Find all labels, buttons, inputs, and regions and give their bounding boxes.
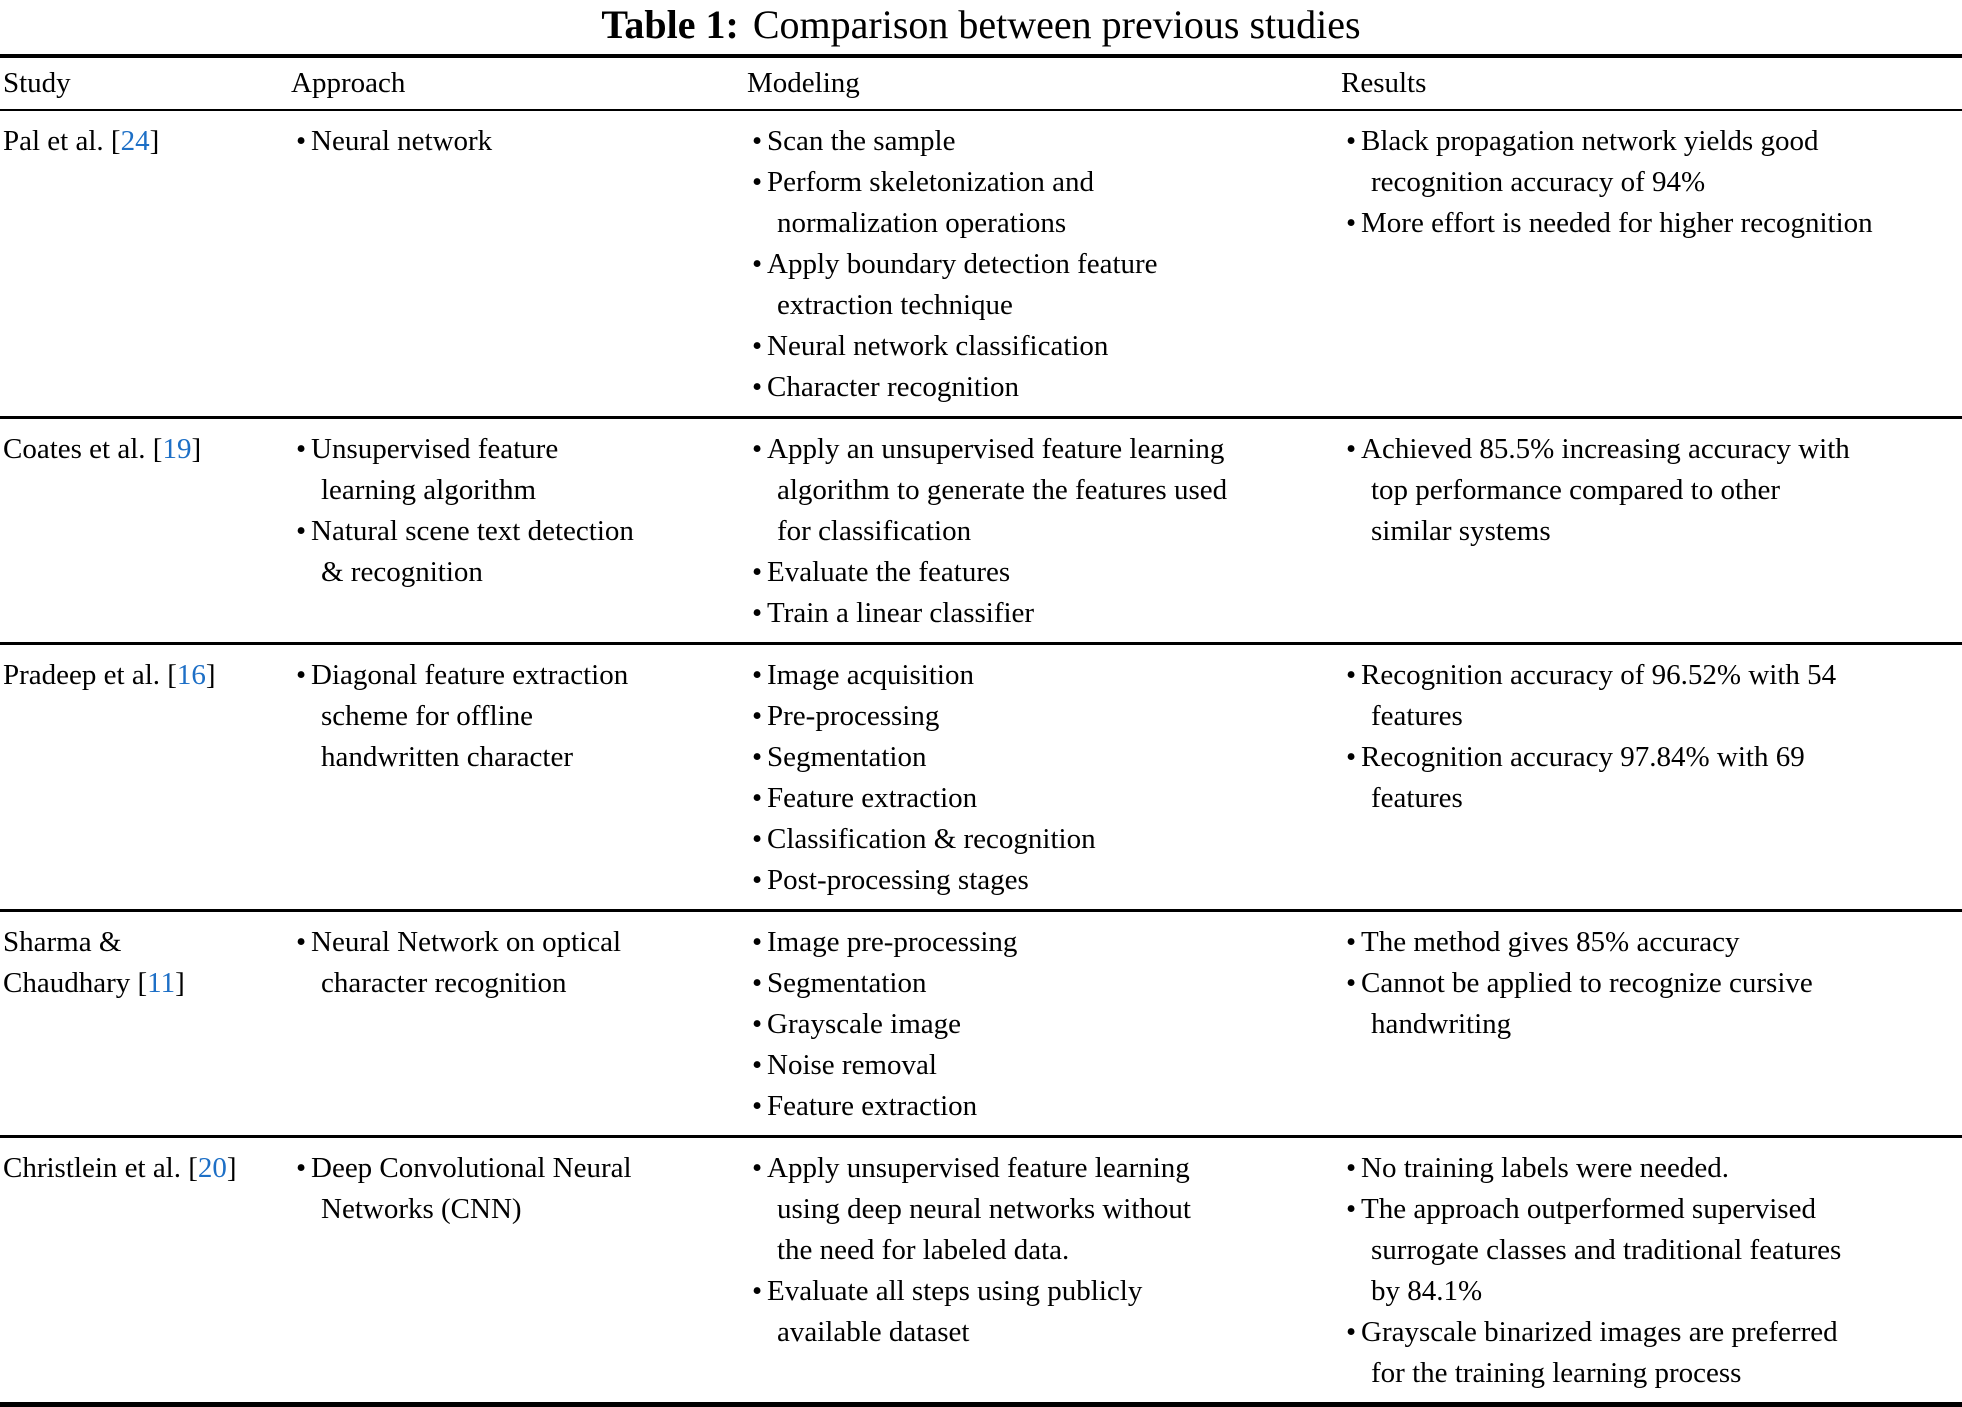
results-cell: Black propagation network yields goodrec… [1338,111,1962,416]
bullet-item: Segmentation [747,737,1332,778]
bullet-list: Black propagation network yields goodrec… [1341,121,1956,244]
bullet-item: Natural scene text detection& recognitio… [291,511,738,593]
bullet-item: Character recognition [747,367,1332,408]
bullet-item: The approach outperformed supervisedsurr… [1341,1189,1956,1312]
bullet-item: Feature extraction [747,778,1332,819]
table-caption: Table 1: Comparison between previous stud… [0,0,1962,54]
study-cell: Coates et al. [19] [3,433,202,465]
bullet-item: Evaluate the features [747,552,1332,593]
citation-link[interactable]: 19 [162,433,192,465]
bullet-list: Achieved 85.5% increasing accuracy witht… [1341,429,1956,552]
bullet-item: Feature extraction [747,1086,1332,1127]
column-header-results: Results [1341,67,1427,99]
bullet-item: Noise removal [747,1045,1332,1086]
bullet-item: Achieved 85.5% increasing accuracy witht… [1341,429,1956,552]
results-cell: No training labels were needed.The appro… [1338,1138,1962,1402]
table-caption-label: Table 1: [601,2,739,47]
bullet-list: Recognition accuracy of 96.52% with 54fe… [1341,655,1956,819]
bullet-item: Pre-processing [747,696,1332,737]
bullet-list: No training labels were needed.The appro… [1341,1148,1956,1394]
modeling-cell: Scan the samplePerform skeletonization a… [744,111,1338,416]
bullet-list: Scan the samplePerform skeletonization a… [747,121,1332,408]
bullet-item: More effort is needed for higher recogni… [1341,203,1956,244]
bullet-item: Apply boundary detection featureextracti… [747,244,1332,326]
modeling-cell: Apply unsupervised feature learningusing… [744,1138,1338,1402]
bullet-list: Apply an unsupervised feature learningal… [747,429,1332,634]
column-header-approach: Approach [291,67,406,99]
comparison-table: Study Approach Modeling Results Pal et a… [0,54,1962,1407]
study-cell: Christlein et al. [20] [3,1152,237,1184]
bullet-item: Apply unsupervised feature learningusing… [747,1148,1332,1271]
citation-link[interactable]: 24 [120,125,150,157]
bullet-item: Image pre-processing [747,922,1332,963]
bullet-item: Evaluate all steps using publiclyavailab… [747,1271,1332,1353]
bullet-list: Neural network [291,121,738,162]
results-cell: Recognition accuracy of 96.52% with 54fe… [1338,645,1962,909]
bullet-item: Perform skeletonization andnormalization… [747,162,1332,244]
table-row: Sharma &Chaudhary [11] Neural Network on … [0,909,1962,1135]
bullet-item: Image acquisition [747,655,1332,696]
approach-cell: Neural network [288,111,744,416]
modeling-cell: Image acquisitionPre-processingSegmentat… [744,645,1338,909]
table-row: Coates et al. [19] Unsupervised featurele… [0,416,1962,642]
table-caption-text: Comparison between previous studies [752,2,1361,47]
study-cell: Pal et al. [24] [3,125,160,157]
citation-link[interactable]: 11 [147,967,176,999]
bullet-list: Apply unsupervised feature learningusing… [747,1148,1332,1353]
bullet-item: Grayscale image [747,1004,1332,1045]
table-body: Pal et al. [24] Neural networkScan the sa… [0,111,1962,1402]
table-row: Pal et al. [24] Neural networkScan the sa… [0,111,1962,416]
citation-link[interactable]: 20 [197,1152,227,1184]
modeling-cell: Image pre-processingSegmentationGrayscal… [744,912,1338,1135]
bullet-item: Apply an unsupervised feature learningal… [747,429,1332,552]
bullet-item: The method gives 85% accuracy [1341,922,1956,963]
bullet-item: Grayscale binarized images are preferred… [1341,1312,1956,1394]
table-row: Christlein et al. [20] Deep Convolutional… [0,1135,1962,1402]
bullet-item: Post-processing stages [747,860,1332,901]
bullet-item: Black propagation network yields goodrec… [1341,121,1956,203]
bullet-list: Image pre-processingSegmentationGrayscal… [747,922,1332,1127]
bullet-list: Image acquisitionPre-processingSegmentat… [747,655,1332,901]
bullet-item: Neural network classification [747,326,1332,367]
results-cell: Achieved 85.5% increasing accuracy witht… [1338,419,1962,642]
bullet-item: Neural network [291,121,738,162]
bullet-item: Cannot be applied to recognize cursiveha… [1341,963,1956,1045]
modeling-cell: Apply an unsupervised feature learningal… [744,419,1338,642]
results-cell: The method gives 85% accuracyCannot be a… [1338,912,1962,1135]
bullet-item: Scan the sample [747,121,1332,162]
bullet-item: Classification & recognition [747,819,1332,860]
study-cell: Pradeep et al. [16] [3,659,216,691]
bullet-item: Recognition accuracy 97.84% with 69featu… [1341,737,1956,819]
bullet-item: Segmentation [747,963,1332,1004]
table-row: Pradeep et al. [16] Diagonal feature extr… [0,642,1962,909]
table-header-row: Study Approach Modeling Results [0,58,1962,111]
bullet-item: No training labels were needed. [1341,1148,1956,1189]
citation-link[interactable]: 16 [176,659,206,691]
bullet-item: Train a linear classifier [747,593,1332,634]
column-header-modeling: Modeling [747,67,860,99]
study-cell: Sharma & Chaudhary [11] [3,926,185,999]
bullet-list: The method gives 85% accuracyCannot be a… [1341,922,1956,1045]
column-header-study: Study [3,67,71,99]
bullet-item: Recognition accuracy of 96.52% with 54fe… [1341,655,1956,737]
